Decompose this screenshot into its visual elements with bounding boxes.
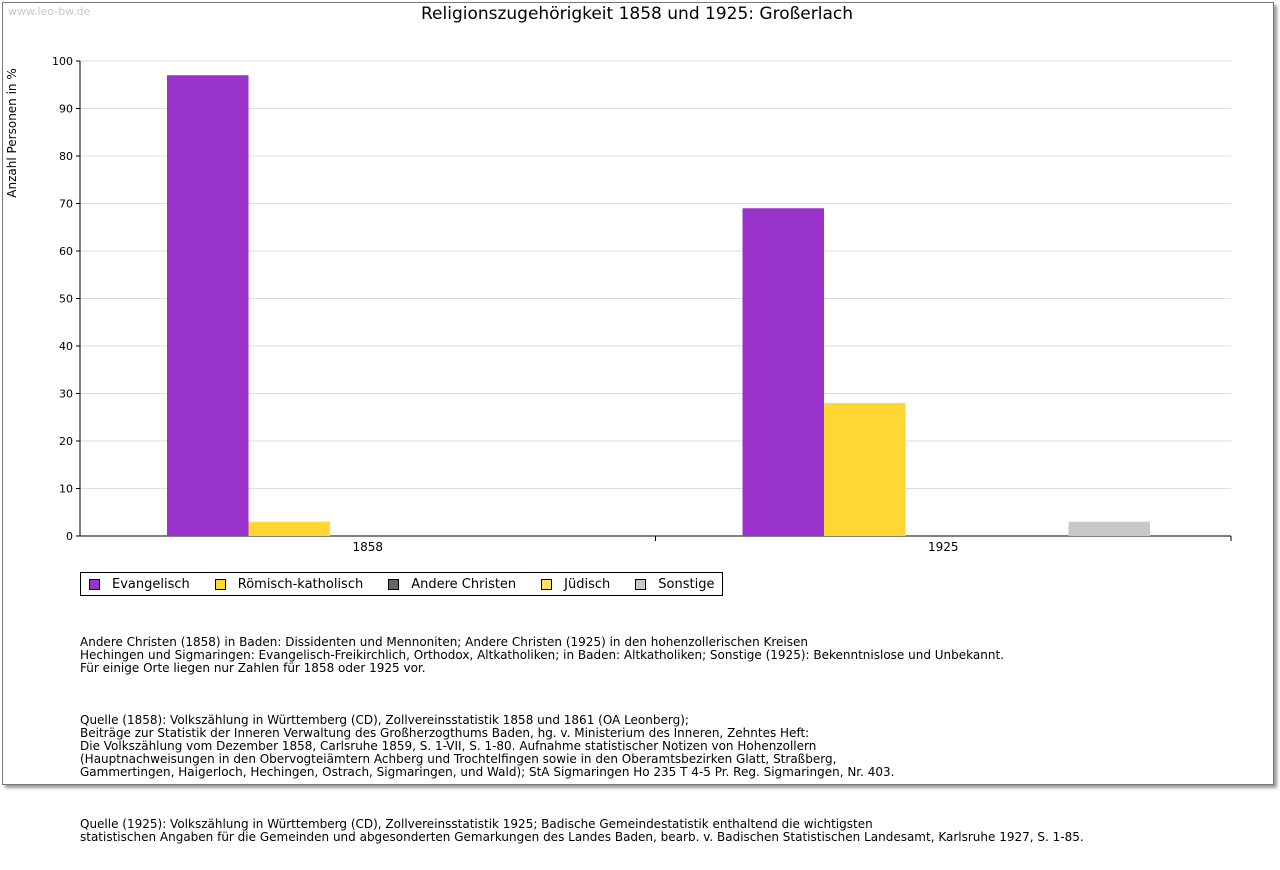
note-line: Quelle (1858): Volkszählung in Württembe… (80, 713, 689, 727)
chart-title: Religionszugehörigkeit 1858 und 1925: Gr… (420, 4, 854, 24)
y-tick-label: 30 (59, 388, 73, 401)
note-paragraph-source-1925: Quelle (1925): Volkszählung in Württembe… (80, 818, 1084, 844)
x-tick-label: 1925 (928, 540, 959, 554)
x-tick-label: 1858 (352, 540, 383, 554)
note-paragraph-source-1858: Quelle (1858): Volkszählung in Württembe… (80, 714, 1084, 779)
note-line: statistischen Angaben für die Gemeinden … (80, 830, 1084, 844)
note-line: Hechingen und Sigmaringen: Evangelisch-F… (80, 648, 1004, 662)
y-tick-label: 100 (52, 55, 73, 68)
note-line: Beiträge zur Statistik der Inneren Verwa… (80, 726, 810, 740)
chart-legend: Evangelisch Römisch-katholisch Andere Chri… (80, 572, 724, 596)
y-tick-label: 20 (59, 435, 73, 448)
y-tick-label: 10 (59, 483, 73, 496)
y-tick-label: 0 (66, 530, 73, 543)
legend-label: Andere Christen (411, 576, 517, 592)
legend-label: Sonstige (658, 576, 715, 592)
legend-item: Andere Christen (388, 577, 516, 592)
legend-label: Jüdisch (564, 576, 611, 592)
y-tick-label: 40 (59, 340, 73, 353)
legend-swatch (89, 578, 100, 590)
legend-swatch (214, 578, 226, 590)
y-axis-label: Anzahl Personen in % (5, 68, 19, 198)
legend-swatch (541, 578, 553, 590)
note-line: Andere Christen (1858) in Baden: Disside… (80, 635, 808, 649)
note-line: (Hauptnachweisungen in den Obervogteiämt… (80, 752, 837, 766)
bar-r-misch-katholisch (248, 521, 330, 536)
note-line: Quelle (1925): Volkszählung in Württembe… (80, 817, 873, 831)
legend-item: Jüdisch (541, 577, 610, 592)
note-line: Für einige Orte liegen nur Zahlen für 18… (80, 661, 426, 675)
legend-item: Römisch-katholisch (214, 576, 364, 592)
footnotes: Andere Christen (1858) in Baden: Disside… (80, 610, 1084, 870)
legend-label: Evangelisch (112, 576, 190, 592)
y-tick-label: 90 (59, 103, 73, 116)
note-line: Die Volkszählung vom Dezember 1858, Carl… (80, 739, 817, 753)
legend-swatch (388, 578, 400, 590)
note-line: Gammertingen, Haigerloch, Hechingen, Ost… (80, 765, 895, 779)
legend-item: Sonstige (635, 577, 714, 592)
note-paragraph-definitions: Andere Christen (1858) in Baden: Disside… (80, 636, 1084, 675)
y-tick-label: 80 (59, 150, 73, 163)
legend-label: Römisch-katholisch (237, 576, 364, 592)
bar-evangelisch (742, 208, 824, 536)
legend-swatch (635, 578, 647, 590)
watermark: www.leo-bw.de (8, 5, 91, 18)
legend-item: Evangelisch (89, 577, 190, 592)
y-tick-label: 50 (59, 293, 73, 306)
bar-evangelisch (167, 75, 249, 536)
bar-r-misch-katholisch (824, 403, 906, 536)
bar-sonstige (1068, 521, 1150, 536)
y-tick-label: 60 (59, 245, 73, 258)
y-tick-label: 70 (59, 198, 73, 211)
bar-chart: 0 10 20 30 40 50 60 70 80 90 100 Anzahl Personen in… (5, 55, 1232, 554)
